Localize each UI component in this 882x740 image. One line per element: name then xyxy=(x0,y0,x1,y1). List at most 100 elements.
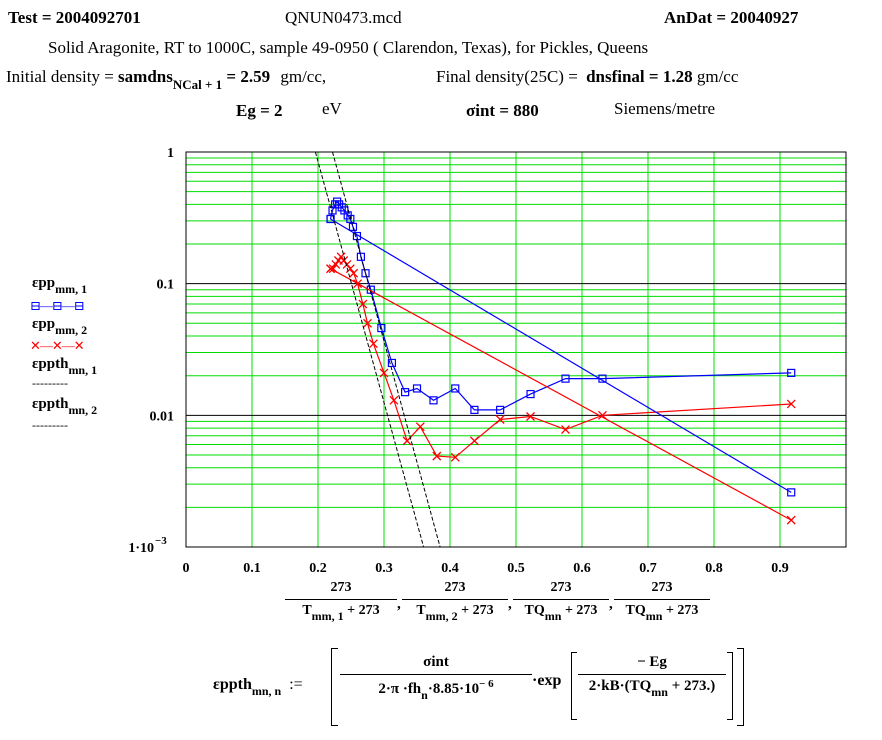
initial-density-value: = 2.59 xyxy=(222,67,271,86)
final-density-label: Final density(25C) = xyxy=(436,67,578,86)
xaxis-comma: , xyxy=(508,596,512,612)
initial-density-label: Initial density = xyxy=(6,67,114,86)
data-point-x xyxy=(379,368,389,378)
data-point-square xyxy=(561,374,570,383)
formula-den-1: 2·π ·fh xyxy=(378,681,422,697)
xaxis-term-2: 273 Tmm, 2 + 273 xyxy=(402,580,508,623)
data-point-x xyxy=(432,451,442,461)
legend-entry-2-sub: mm, 2 xyxy=(55,323,88,337)
legend-entry-4-sub: mn, 2 xyxy=(68,403,98,417)
data-point-square xyxy=(429,396,438,405)
xaxis-term-1-den-tail: + 273 xyxy=(343,603,380,618)
data-point-x xyxy=(349,268,359,278)
xaxis-term-4-num: 273 xyxy=(614,580,710,600)
xaxis-comma: , xyxy=(397,596,401,612)
data-point-square xyxy=(496,405,505,414)
x-tick-label: 0 xyxy=(183,561,190,576)
data-point-x xyxy=(402,436,412,446)
xaxis-term-1-num: 273 xyxy=(285,580,397,600)
formula-assign: := xyxy=(289,676,303,693)
formula-outer-bracket-left xyxy=(331,648,338,726)
xaxis-term-1-den: T xyxy=(302,603,312,618)
initial-density-unit: gm/cc, xyxy=(280,67,327,86)
xaxis-term-4-den-sub: mn xyxy=(645,609,663,623)
formula-lhs-sub: mn, n xyxy=(251,684,282,698)
final-density: Final density(25C) = dnsfinal = 1.28 gm/… xyxy=(436,67,738,87)
plot-frame xyxy=(185,151,847,548)
formula-num-2: − Eg xyxy=(578,654,726,675)
eg-unit: eV xyxy=(322,99,342,118)
xaxis-term-1: 273 Tmm, 1 + 273 xyxy=(285,580,397,623)
formula-den-1-exp: − 6 xyxy=(479,678,494,690)
data-point-square xyxy=(352,231,362,241)
data-point-square xyxy=(387,358,397,368)
legend-entry-2-main: εpp xyxy=(32,316,56,332)
data-point-x xyxy=(368,339,378,349)
data-point-x xyxy=(389,395,399,405)
x-tick-label: 0.7 xyxy=(639,561,657,576)
data-point-x xyxy=(450,452,460,462)
data-point-x xyxy=(495,415,505,424)
formula-exp-word: ·exp xyxy=(532,672,562,689)
legend-entry-1-sub: mm, 1 xyxy=(55,282,88,296)
initial-density: Initial density = samdnsNCal + 1 = 2.59 … xyxy=(6,67,327,92)
xaxis-comma: , xyxy=(609,596,613,612)
legend-entry-3-label: εppthmn, 1 xyxy=(32,356,97,377)
x-tick-label: 0.8 xyxy=(705,561,723,576)
y-tick-label: 1·10 xyxy=(128,541,154,556)
data-point-x xyxy=(469,436,479,446)
x-tick-label: 0.2 xyxy=(309,561,327,576)
formula-den-2-tail: + 273.) xyxy=(667,678,716,694)
data-point-x xyxy=(786,399,796,409)
series-line xyxy=(314,152,425,547)
data-point-square xyxy=(787,488,796,497)
xaxis-term-4-den-tail: + 273 xyxy=(662,603,699,618)
data-point-x xyxy=(326,264,335,274)
formula-den-1-tail: ·8.85·10 xyxy=(427,681,480,697)
series-line xyxy=(330,255,792,458)
series-line xyxy=(330,218,792,493)
legend-entry-4-marker: --------- xyxy=(32,418,68,432)
xaxis-term-3-den: TQ xyxy=(524,603,545,618)
data-point-square xyxy=(787,368,796,378)
final-density-var: dnsfinal xyxy=(586,67,645,86)
final-density-value: = 1.28 xyxy=(644,67,693,86)
xaxis-term-1-den-sub: mm, 1 xyxy=(311,609,344,623)
legend-entry-3-marker: --------- xyxy=(32,376,68,390)
xaxis-term-2-den-tail: + 273 xyxy=(457,603,494,618)
x-tick-label: 0.6 xyxy=(573,561,591,576)
legend-entry-2-label: εppmm, 2 xyxy=(32,316,87,337)
formula-lhs: εppthmn, n := xyxy=(213,676,303,698)
data-point-square xyxy=(328,206,337,215)
data-point-square xyxy=(361,269,370,278)
initial-density-sub: NCal + 1 xyxy=(172,77,223,92)
xaxis-term-3-den-sub: mn xyxy=(544,609,562,623)
xaxis-term-2-den: T xyxy=(416,603,426,618)
y-tick-label: 1 xyxy=(167,146,174,161)
xaxis-term-4-den: TQ xyxy=(625,603,646,618)
data-point-square xyxy=(470,405,479,414)
formula-den-2: 2·kB·(TQ xyxy=(588,678,652,694)
formula-outer-bracket-right xyxy=(737,648,744,726)
x-tick-label: 0.4 xyxy=(441,561,459,576)
formula-inner-bracket-right xyxy=(727,652,733,720)
legend-entry-3-main: εppth xyxy=(32,356,69,372)
x-tick-label: 0.3 xyxy=(375,561,393,576)
data-point-x xyxy=(334,256,343,265)
data-point-x xyxy=(363,318,372,328)
xaxis-term-2-den-sub: mm, 2 xyxy=(425,609,458,623)
xaxis-term-3-den-tail: + 273 xyxy=(561,603,598,618)
legend-entry-2-marker: ✕—✕—✕ xyxy=(30,338,85,353)
sample-description: Solid Aragonite, RT to 1000C, sample 49-… xyxy=(48,38,649,57)
legend-entry-4-main: εppth xyxy=(32,396,69,412)
series-line xyxy=(332,152,441,547)
x-tick-label: 0.5 xyxy=(507,561,525,576)
y-tick-label: 0.01 xyxy=(150,409,175,424)
xaxis-term-3: 273 TQmn + 273 xyxy=(513,580,609,623)
andat-label: AnDat = 20040927 xyxy=(664,8,799,27)
data-point-x xyxy=(331,259,341,269)
formula-inner-bracket-left xyxy=(571,652,577,720)
chart-plot: 0 0.1 0.2 0.3 0.4 0.5 0.6 0.7 0.8 0.9 1·10 −3 0.01 0.… xyxy=(128,146,847,576)
data-point-x xyxy=(415,422,425,432)
legend-entry-1-main: εpp xyxy=(32,275,56,291)
